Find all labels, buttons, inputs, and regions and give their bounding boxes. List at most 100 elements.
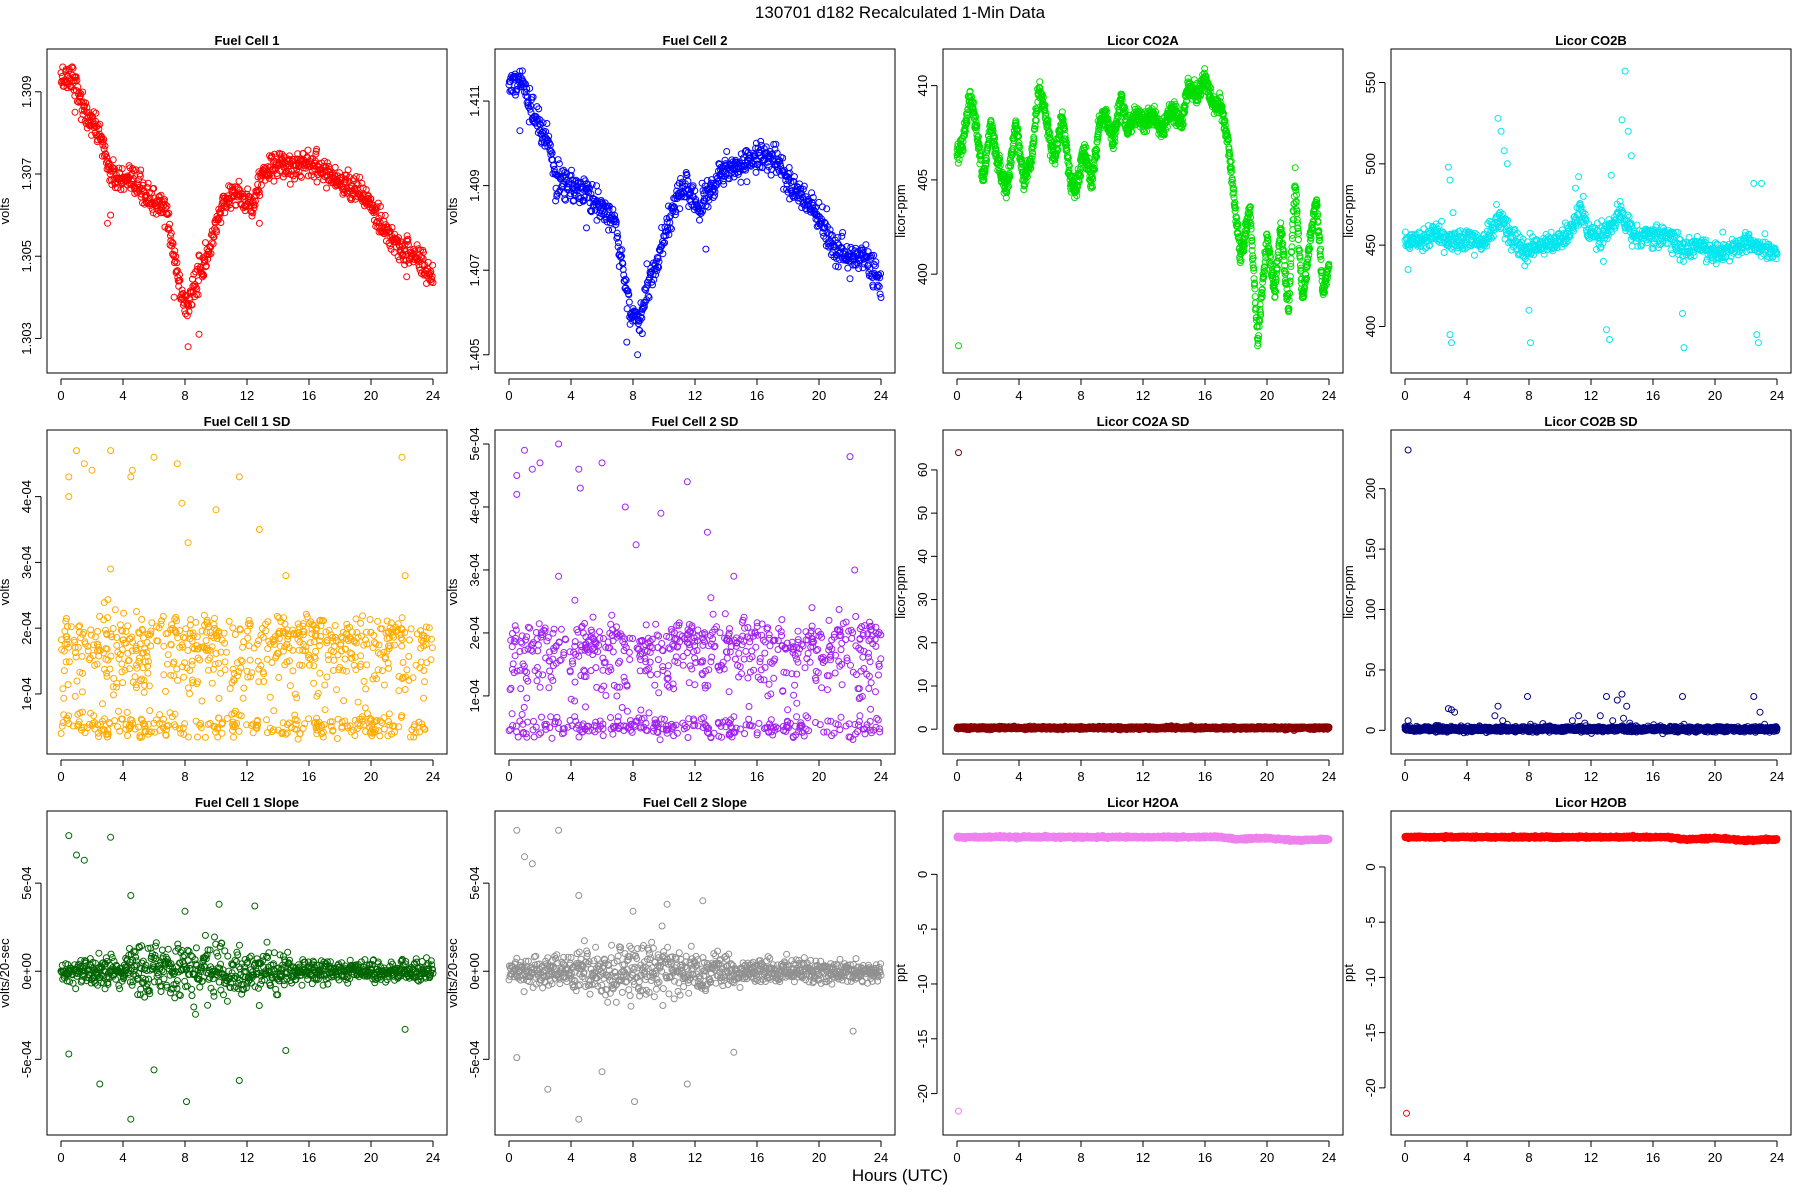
x-tick-label: 0: [953, 388, 960, 403]
data-point: [160, 642, 168, 650]
data-point: [401, 261, 409, 269]
x-axis: 0 4 8 12 16 20 24: [57, 378, 440, 403]
x-tick-label: 12: [1584, 388, 1598, 403]
data-point: [362, 186, 370, 194]
data-point: [155, 192, 163, 200]
data-point: [246, 193, 254, 201]
data-point: [1503, 160, 1511, 168]
data-point: [1470, 251, 1478, 259]
data-point: [95, 733, 103, 741]
data-point: [221, 666, 229, 674]
data-point: [255, 188, 263, 196]
data-point: [384, 223, 392, 231]
data-point: [395, 234, 402, 242]
data-point: [1493, 201, 1500, 208]
data-point: [401, 247, 409, 255]
data-point: [1627, 152, 1635, 160]
x-tick-label: 20: [364, 388, 378, 403]
data-point: [323, 673, 331, 681]
data-point: [244, 185, 252, 193]
data-point: [173, 267, 181, 275]
data-point: [553, 192, 561, 200]
data-point: [1424, 222, 1432, 230]
data-point: [846, 275, 854, 283]
data-point: [358, 179, 366, 187]
data-point: [1607, 171, 1615, 179]
data-point: [104, 219, 111, 227]
data-point: [163, 660, 171, 668]
data-point: [275, 149, 283, 157]
data-point: [427, 268, 435, 275]
data-point: [520, 79, 528, 87]
data-point: [257, 181, 265, 189]
data-point: [518, 67, 526, 75]
data-point: [359, 612, 367, 620]
data-point: [249, 209, 257, 217]
data-point: [516, 67, 524, 75]
data-point: [94, 121, 102, 129]
data-point: [366, 616, 374, 623]
data-point: [200, 272, 208, 279]
x-tick-label: 4: [1015, 388, 1022, 403]
data-point: [157, 191, 165, 199]
data-point: [91, 129, 99, 137]
data-point: [74, 90, 82, 98]
y-tick-label: 550: [1363, 72, 1378, 94]
data-point: [68, 63, 76, 71]
data-point: [71, 108, 79, 116]
x-tick-label: 4: [119, 388, 126, 403]
x-tick-label: 8: [181, 388, 188, 403]
data-point: [385, 710, 393, 718]
data-point: [743, 178, 751, 186]
data-point: [1761, 230, 1769, 238]
data-point: [1679, 310, 1686, 317]
data-point: [118, 165, 126, 173]
data-point: [312, 150, 320, 158]
data-point: [103, 153, 111, 161]
data-point: [1753, 331, 1761, 339]
data-point: [526, 84, 534, 92]
data-point: [235, 177, 243, 185]
data-point: [195, 330, 203, 338]
plot-frame: [46, 48, 448, 374]
data-point: [96, 120, 104, 128]
data-point: [1494, 114, 1502, 122]
data-point: [75, 98, 83, 106]
data-point: [1497, 127, 1505, 135]
data-point: [109, 625, 117, 632]
data-point: [829, 249, 837, 257]
data-point: [173, 259, 181, 267]
data-point: [331, 163, 339, 171]
y-tick-label: 450: [1363, 234, 1378, 256]
data-point: [594, 188, 602, 196]
x-tick-label: 24: [426, 388, 440, 403]
data-point: [1404, 266, 1412, 273]
data-point: [380, 681, 388, 689]
data-point: [195, 252, 203, 260]
data-point: [1444, 163, 1452, 171]
data-point: [344, 166, 352, 174]
data-point: [95, 125, 103, 133]
data-point: [298, 173, 305, 181]
data-point: [164, 651, 172, 659]
x-tick-label: 0: [1401, 388, 1408, 403]
data-point: [137, 166, 145, 174]
y-tick-label: 1.407: [467, 254, 482, 287]
data-point: [78, 652, 86, 660]
x-axis: 0 4 8 12 16 20 24: [1401, 378, 1784, 403]
data-point: [255, 219, 263, 227]
data-point: [548, 149, 556, 157]
data-point: [428, 644, 436, 652]
chart-fc1: Fuel Cell 10 4 8 12 16 20 241.3031.3051.3071.3…: [0, 33, 448, 403]
data-point: [107, 211, 115, 219]
data-point: [554, 156, 562, 164]
data-point: [1618, 116, 1626, 124]
data-point: [120, 185, 128, 193]
data-point: [225, 617, 233, 625]
x-tick-label: 8: [1525, 388, 1532, 403]
data-point: [82, 99, 90, 107]
data-point: [188, 301, 196, 309]
